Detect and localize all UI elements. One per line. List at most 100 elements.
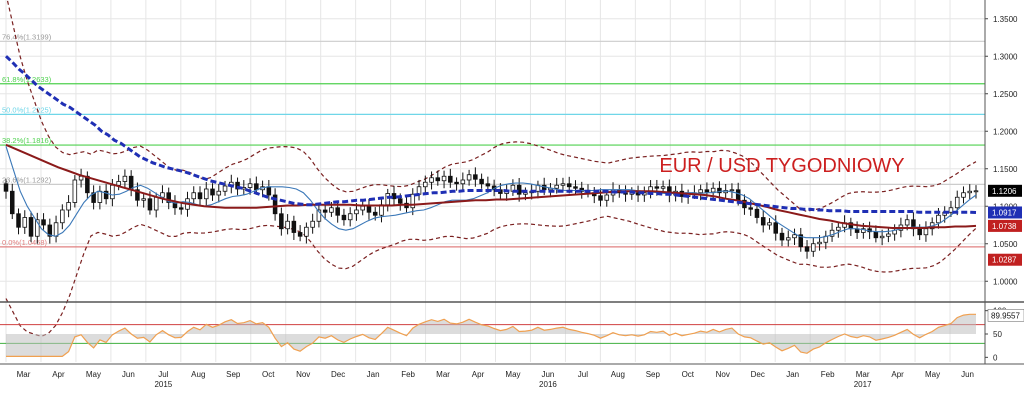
candle <box>279 207 284 236</box>
candle <box>466 169 472 186</box>
candle-body <box>135 189 140 201</box>
candle-body <box>954 196 960 209</box>
month-tick-label: Sep <box>226 370 241 379</box>
candle-body <box>767 222 772 226</box>
candle-body <box>836 226 841 231</box>
candle <box>773 215 779 241</box>
price-tag-label: 1.0738 <box>992 222 1017 231</box>
price-tag: 1.0287 <box>988 253 1022 266</box>
month-tick-label: May <box>86 370 101 379</box>
candle <box>91 185 96 210</box>
candle <box>297 225 303 242</box>
candle <box>272 188 278 221</box>
candle <box>460 172 466 191</box>
candle <box>886 227 891 243</box>
indicator-line <box>6 313 976 357</box>
candle-body <box>660 186 666 189</box>
candle-body <box>861 228 866 233</box>
candle <box>72 175 78 208</box>
candle-body <box>310 220 315 228</box>
month-tick-label: Aug <box>191 370 205 379</box>
candle-body <box>285 220 290 230</box>
candle-body <box>435 177 441 182</box>
candle <box>760 210 766 233</box>
month-tick-label: Jun <box>122 370 135 379</box>
indicator-tag-box <box>987 309 1024 322</box>
candle <box>47 218 53 244</box>
month-tick-label: Jan <box>786 370 799 379</box>
candle-body <box>66 202 71 211</box>
candle-body <box>141 198 146 201</box>
candle <box>554 177 559 194</box>
month-tick-label: Feb <box>401 370 415 379</box>
chart-title: EUR / USD TYGODNIOWY <box>659 155 904 177</box>
candle-body <box>279 213 284 230</box>
year-label: 2017 <box>854 380 872 389</box>
candle-body <box>523 192 528 195</box>
fib-level-label: 0.0%(1.0458) <box>2 238 48 247</box>
candle-body <box>366 205 372 213</box>
candle-body <box>47 224 53 237</box>
candle-body <box>247 183 253 188</box>
candle <box>792 228 797 245</box>
candle <box>141 193 146 208</box>
candle-body <box>466 174 472 181</box>
candle-body <box>410 193 416 209</box>
candle-body <box>266 186 272 196</box>
candle-body <box>879 235 885 239</box>
axes-layer: Mar Apr May Jun Jul Aug Sep Oct Nov Dec Jan Feb Mar A… <box>0 0 1024 389</box>
indicator-area <box>6 314 976 357</box>
candle <box>811 237 816 257</box>
candle-body <box>210 188 215 196</box>
candle <box>448 168 453 188</box>
candle <box>178 201 184 215</box>
ma-long-line <box>4 55 977 214</box>
candle-body <box>460 179 466 185</box>
month-tick-label: Jul <box>158 370 168 379</box>
candle <box>122 169 128 189</box>
ma-mid-line <box>5 143 977 229</box>
candle-body <box>904 219 910 226</box>
candle-body <box>785 237 791 241</box>
candle <box>441 170 447 189</box>
candle <box>9 183 15 220</box>
candle <box>967 184 973 200</box>
candle <box>304 222 309 244</box>
candle <box>879 229 885 246</box>
indicator-tag-label: 89.9557 <box>991 311 1020 320</box>
candle-body <box>322 209 328 213</box>
indicator-tag: 89.9557 <box>987 309 1024 322</box>
candle <box>35 212 40 244</box>
candle <box>598 188 603 207</box>
candle-body <box>22 217 28 228</box>
candle-body <box>122 175 128 182</box>
candle-body <box>216 190 222 196</box>
candlestick-series <box>3 167 979 259</box>
candle-body <box>197 192 203 200</box>
candle <box>16 208 21 235</box>
candle <box>698 184 703 201</box>
candle <box>435 170 441 186</box>
candle <box>454 177 459 191</box>
candle <box>410 188 416 216</box>
candle <box>210 183 215 201</box>
price-tick-label: 1.2000 <box>993 127 1018 136</box>
candle-body <box>811 243 816 252</box>
fib-level-label: 50.0%(1.2225) <box>2 105 52 114</box>
candle <box>203 181 209 206</box>
fib-level-label: 38.2%(1.1816) <box>2 136 52 145</box>
candle-body <box>9 190 15 215</box>
candle <box>216 183 222 203</box>
candle <box>316 204 322 228</box>
candle <box>285 214 290 235</box>
candle-body <box>973 190 979 193</box>
candle-body <box>28 217 34 237</box>
candle-body <box>35 219 40 237</box>
candle-body <box>698 189 703 194</box>
candle-body <box>222 185 228 192</box>
month-tick-label: Jun <box>961 370 974 379</box>
candle-body <box>85 175 90 194</box>
candle-body <box>347 213 353 221</box>
candle-body <box>886 233 891 237</box>
